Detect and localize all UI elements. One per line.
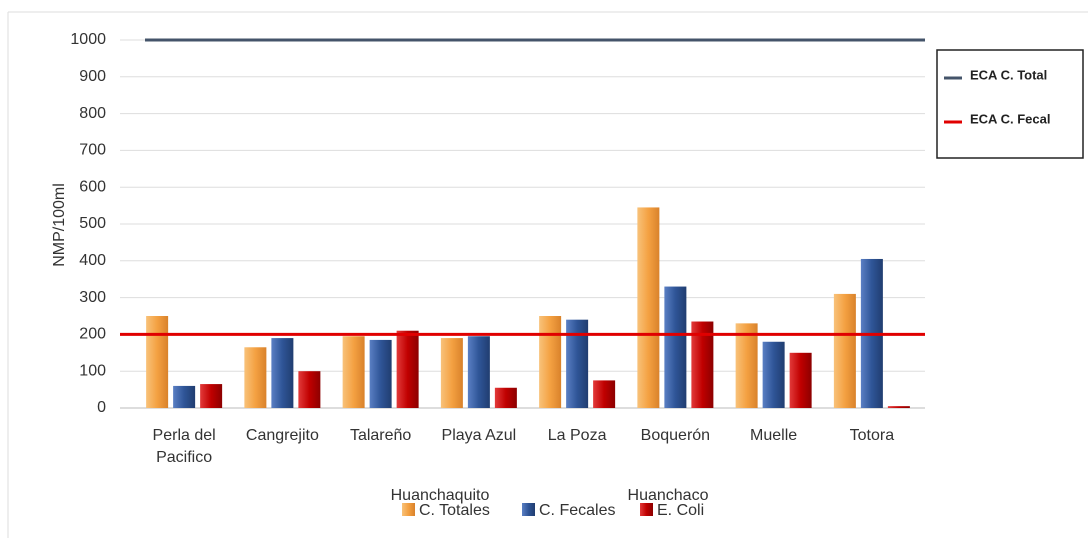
legend-label: E. Coli — [657, 502, 704, 519]
legend-label: ECA C. Total — [970, 67, 1047, 82]
y-tick-label: 1000 — [70, 31, 106, 48]
bar — [494, 387, 517, 408]
y-tick-label: 200 — [79, 326, 106, 343]
bar — [271, 338, 294, 408]
x-tick-label: Playa Azul — [441, 427, 517, 444]
bar — [664, 286, 687, 408]
y-axis-label: NMP/100ml — [51, 183, 68, 267]
bar — [173, 385, 196, 408]
bar — [566, 319, 589, 408]
bar — [593, 380, 616, 408]
y-tick-label: 900 — [79, 68, 106, 85]
x-tick-label: La Poza — [547, 427, 607, 444]
bar — [637, 207, 660, 408]
bar — [440, 338, 463, 408]
bar — [762, 341, 785, 408]
bar — [200, 384, 223, 408]
legend-label: C. Totales — [419, 502, 490, 519]
bar — [833, 293, 856, 408]
annotation: Huanchaquito — [391, 487, 490, 504]
y-tick-label: 500 — [79, 215, 106, 232]
x-tick-label: Totora — [849, 427, 895, 444]
bar — [735, 323, 758, 408]
legend-swatch — [522, 503, 535, 516]
x-tick-label: Perla del Pacifico — [152, 427, 216, 466]
legend-swatch — [640, 503, 653, 516]
x-tick-label: Boquerón — [640, 427, 711, 444]
y-tick-label: 800 — [79, 105, 106, 122]
bar — [691, 321, 714, 408]
x-tick-label: Muelle — [750, 427, 798, 444]
y-tick-label: 700 — [79, 142, 106, 159]
y-tick-label: 300 — [79, 289, 106, 306]
y-tick-label: 100 — [79, 362, 106, 379]
legend-swatch — [402, 503, 415, 516]
bar — [467, 336, 490, 408]
bar — [342, 336, 365, 408]
x-tick-label: Talareño — [349, 427, 412, 444]
x-tick-label: Cangrejito — [245, 427, 319, 444]
bar — [887, 406, 910, 408]
bar — [539, 316, 562, 408]
legend-label: ECA C. Fecal — [970, 111, 1050, 126]
legend-box — [936, 49, 1084, 159]
legend-label: C. Fecales — [539, 502, 615, 519]
bar — [146, 316, 169, 408]
bar — [396, 330, 419, 408]
bar — [298, 371, 321, 408]
y-tick-label: 0 — [97, 399, 106, 416]
bar — [244, 347, 267, 408]
annotation: Huanchaco — [628, 487, 709, 504]
bar — [369, 339, 392, 408]
y-tick-label: 600 — [79, 178, 106, 195]
bar — [789, 352, 812, 408]
y-tick-label: 400 — [79, 252, 106, 269]
